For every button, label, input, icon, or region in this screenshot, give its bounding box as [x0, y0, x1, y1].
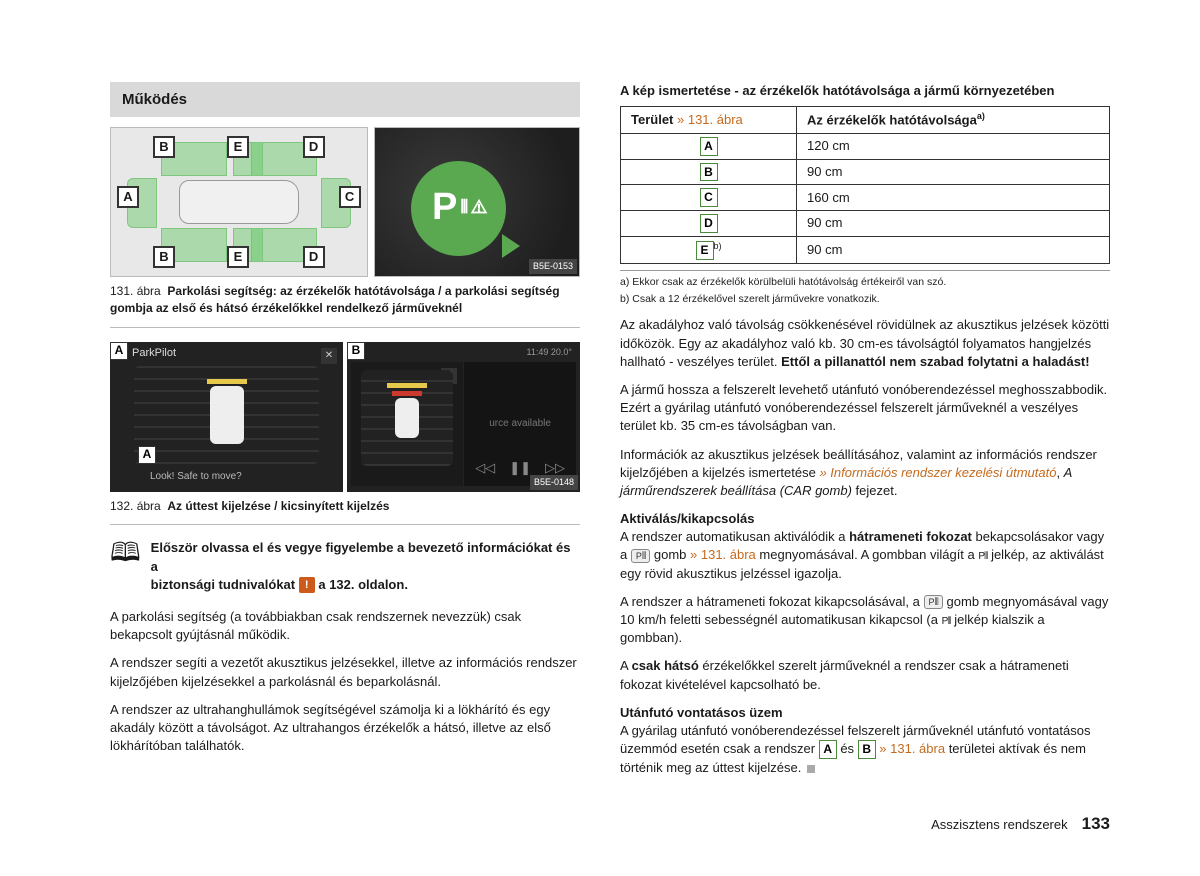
zone-label-e: E [227, 136, 249, 158]
figure-132: A ParkPilot ✕ A Look! Safe to move? B 11… [110, 342, 580, 492]
sensor-zones-diagram: A B B C D D E E [110, 127, 368, 277]
section-end-icon [807, 765, 815, 773]
zone-label-d2: D [303, 246, 325, 268]
book-icon: 🕮 [110, 539, 141, 594]
pause-icon[interactable]: ❚❚ [509, 459, 531, 477]
body-paragraph: A parkolási segítség (a továbbiakban csa… [110, 608, 580, 644]
park-assist-button-icon: P⦀ ⚠ [411, 161, 506, 256]
zone-label-b: B [153, 136, 175, 158]
section-header: Működés [110, 82, 580, 117]
panel-label-a: A [110, 342, 128, 360]
zone-label-b2: B [153, 246, 175, 268]
subheading-trailer: Utánfutó vontatásos üzem A gyárilag után… [620, 704, 1110, 777]
marker-a: A [138, 446, 156, 464]
parkpilot-title: ParkPilot [132, 346, 176, 361]
sensor-range-table: Terület » 131. ábra Az érzékelők hatótáv… [620, 106, 1110, 264]
body-paragraph: A jármű hossza a felszerelt levehető utá… [620, 381, 1110, 436]
figure-131-caption: 131. ábra Parkolási segítség: az érzékel… [110, 283, 580, 328]
figure-131: A B B C D D E E P⦀ ⚠ B5E-0153 [110, 127, 580, 277]
warning-badge-icon: ! [299, 577, 315, 593]
body-paragraph: A rendszer a hátrameneti fokozat kikapcs… [620, 593, 1110, 648]
area-badge: D [700, 214, 718, 233]
area-badge: E [696, 241, 714, 260]
zone-label-e2: E [227, 246, 249, 268]
body-paragraph: A rendszer segíti a vezetőt akusztikus j… [110, 654, 580, 690]
table-heading: A kép ismertetése - az érzékelők hatótáv… [620, 82, 1110, 100]
car-icon [395, 398, 419, 438]
zone-label-a: A [117, 186, 139, 208]
page-footer: Asszisztens rendszerek133 [931, 812, 1110, 836]
park-symbol-icon: P⦀ [942, 616, 951, 627]
area-badge: A [819, 740, 837, 759]
area-badge: C [700, 188, 718, 207]
panel-label-b: B [347, 342, 365, 360]
close-icon[interactable]: ✕ [321, 348, 337, 364]
park-button-icon: P⦀ [924, 595, 943, 609]
zone-label-c: C [339, 186, 361, 208]
park-button-icon: P⦀ [631, 549, 650, 563]
image-id: B5E-0148 [530, 475, 578, 490]
statusbar: 11:49 20.0° [527, 346, 572, 359]
area-badge: B [700, 163, 718, 182]
body-paragraph: A csak hátsó érzékelőkkel szerelt járműv… [620, 657, 1110, 693]
area-badge: A [700, 137, 718, 156]
figure-ref: » 131. ábra [690, 547, 756, 562]
read-first-notice: 🕮 Először olvassa el és vegye figyelembe… [110, 539, 580, 594]
figure-ref: » 131. ábra [876, 741, 945, 756]
figure-ref: » 131. ábra [673, 112, 742, 127]
image-id: B5E-0153 [529, 259, 577, 274]
media-source-text: urce available [489, 417, 551, 431]
table-footnotes: a) Ekkor csak az érzékelők körülbelüli h… [620, 270, 1110, 306]
body-paragraph: Az akadályhoz való távolság csökkenéséve… [620, 316, 1110, 371]
car-icon [210, 386, 244, 444]
parkpilot-screen-a: A ParkPilot ✕ A Look! Safe to move? [110, 342, 343, 492]
parkpilot-status: Look! Safe to move? [150, 470, 242, 484]
parkpilot-screen-b: B 11:49 20.0° ✕ urce available ◁◁ ❚❚ ▷▷ … [347, 342, 580, 492]
body-paragraph: A rendszer az ultrahanghullámok segítség… [110, 701, 580, 756]
subheading-activation: Aktiválás/kikapcsolás A rendszer automat… [620, 510, 1110, 583]
figure-132-caption: 132. ábra Az úttest kijelzése / kicsinyí… [110, 498, 580, 526]
body-paragraph: Információk az akusztikus jelzések beáll… [620, 446, 1110, 501]
area-badge: B [858, 740, 876, 759]
prev-icon[interactable]: ◁◁ [475, 459, 495, 477]
dashboard-photo: P⦀ ⚠ B5E-0153 [374, 127, 580, 277]
zone-label-d: D [303, 136, 325, 158]
